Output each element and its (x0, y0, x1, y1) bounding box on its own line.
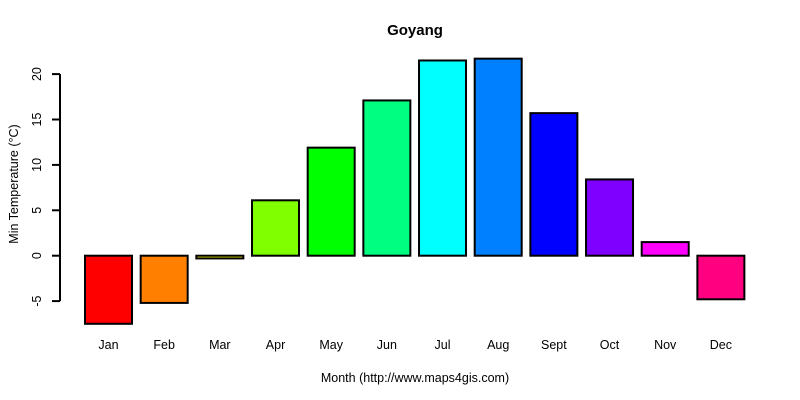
y-tick-label-20: 20 (30, 67, 44, 81)
x-tick-label-mar: Mar (209, 338, 231, 352)
bar-oct (585, 178, 635, 257)
x-tick-label-sept: Sept (541, 338, 567, 352)
bar-jun (362, 99, 412, 257)
bar-apr (251, 199, 301, 257)
bar-aug (473, 57, 523, 257)
x-tick-label-jul: Jul (435, 338, 451, 352)
x-tick-label-feb: Feb (153, 338, 175, 352)
x-tick-label-apr: Apr (266, 338, 285, 352)
y-tick-label-15: 15 (30, 113, 44, 127)
bar-nov (640, 241, 690, 257)
x-tick-label-aug: Aug (487, 338, 509, 352)
bar-feb (139, 254, 189, 304)
y-tick-label-10: 10 (30, 158, 44, 172)
chart-title: Goyang (387, 22, 443, 39)
y-tick-label-0: 0 (30, 252, 44, 259)
x-tick-label-jun: Jun (377, 338, 397, 352)
x-tick-label-jan: Jan (98, 338, 118, 352)
bar-may (306, 146, 356, 257)
x-axis-label: Month (http://www.maps4gis.com) (320, 371, 510, 385)
x-tick-label-oct: Oct (600, 338, 620, 352)
x-tick-label-nov: Nov (654, 338, 677, 352)
x-tick-label-may: May (319, 338, 343, 352)
x-tick-label-dec: Dec (710, 338, 732, 352)
bar-sept (529, 112, 579, 257)
y-tick-label-5: 5 (30, 207, 44, 214)
bar-jul (418, 59, 468, 257)
bar-mar (195, 254, 245, 260)
bar-jan (84, 254, 133, 325)
y-tick-label--5: -5 (30, 295, 44, 306)
bar-dec (696, 254, 746, 301)
